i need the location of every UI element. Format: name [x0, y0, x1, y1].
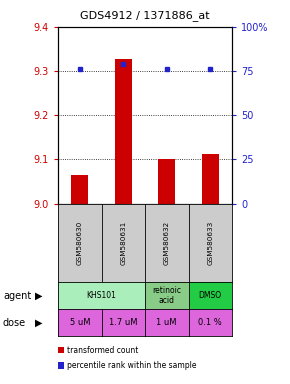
- Text: GDS4912 / 1371886_at: GDS4912 / 1371886_at: [80, 10, 210, 20]
- Text: 1 uM: 1 uM: [157, 318, 177, 327]
- Text: 5 uM: 5 uM: [70, 318, 90, 327]
- Bar: [71, 175, 88, 204]
- Bar: [202, 154, 219, 204]
- Text: GSM580631: GSM580631: [120, 221, 126, 265]
- Text: ▶: ▶: [35, 318, 42, 328]
- Text: percentile rank within the sample: percentile rank within the sample: [67, 361, 197, 370]
- Text: transformed count: transformed count: [67, 346, 139, 354]
- Text: GSM580633: GSM580633: [207, 221, 213, 265]
- Text: GSM580630: GSM580630: [77, 221, 83, 265]
- Text: DMSO: DMSO: [199, 291, 222, 300]
- Text: 0.1 %: 0.1 %: [198, 318, 222, 327]
- Bar: [115, 59, 132, 204]
- Text: KHS101: KHS101: [86, 291, 117, 300]
- Text: GSM580632: GSM580632: [164, 221, 170, 265]
- Bar: [158, 159, 175, 204]
- Text: agent: agent: [3, 291, 31, 301]
- Text: dose: dose: [3, 318, 26, 328]
- Text: ▶: ▶: [35, 291, 42, 301]
- Text: 1.7 uM: 1.7 uM: [109, 318, 137, 327]
- Text: retinoic
acid: retinoic acid: [152, 286, 181, 305]
